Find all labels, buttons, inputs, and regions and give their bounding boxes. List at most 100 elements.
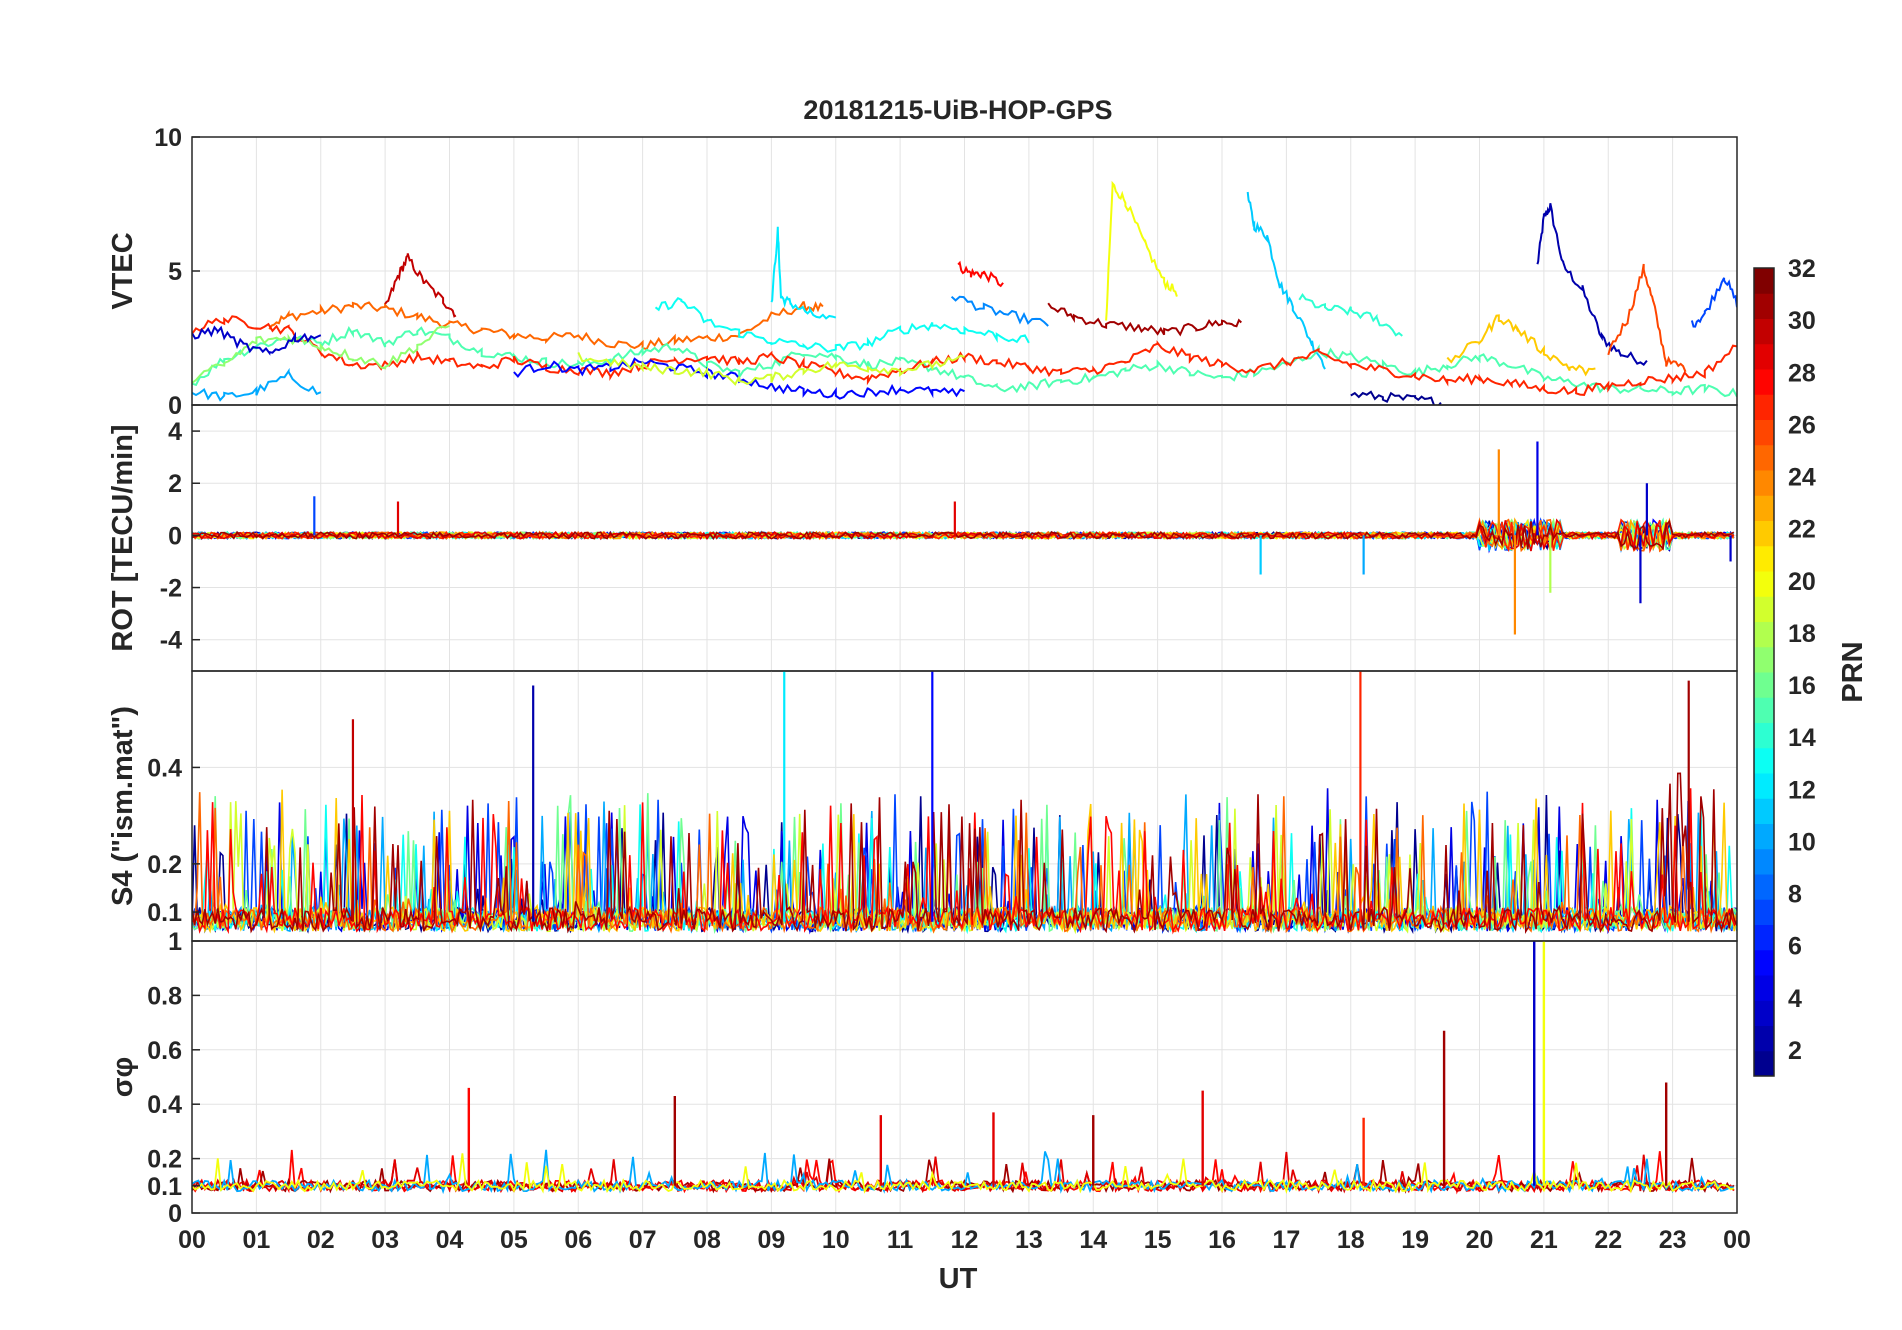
vtec-series-prn-17 bbox=[192, 325, 450, 384]
colorbar-tick-label: 30 bbox=[1788, 307, 1816, 335]
vtec-y-tick-label: 0 bbox=[168, 392, 182, 420]
sigma-series-prn-20 bbox=[192, 1153, 1735, 1195]
colorbar-segment bbox=[1754, 343, 1774, 370]
colorbar-segment bbox=[1754, 520, 1774, 547]
chart-title: 20181215-UiB-HOP-GPS bbox=[803, 95, 1112, 125]
rot-y-tick-label: -2 bbox=[160, 575, 182, 603]
vtec-series-prn-15 bbox=[192, 325, 1737, 398]
rot-series-prn-31 bbox=[192, 519, 1735, 551]
vtec-series-prn-26 bbox=[1607, 263, 1687, 373]
sigma_phi-plot-area bbox=[192, 941, 1735, 1195]
s4-plot-area bbox=[192, 671, 1737, 935]
colorbar-tick-label: 4 bbox=[1788, 985, 1802, 1013]
colorbar-frame bbox=[1753, 267, 1775, 1077]
s4-y-tick-label: 0.1 bbox=[147, 899, 182, 927]
colorbar-segment bbox=[1754, 1025, 1774, 1052]
s4-series-prn-25 bbox=[192, 792, 1737, 934]
colorbar-segment bbox=[1754, 747, 1774, 774]
sigma_phi-y-tick-label: 0.2 bbox=[147, 1146, 182, 1174]
colorbar-segment bbox=[1754, 571, 1774, 597]
colorbar-segment bbox=[1754, 444, 1774, 471]
panel-sigma_phi: 00.10.2 0.4 0.6 0.8 1 σφ bbox=[107, 928, 1738, 1228]
colorbar-tick-label: 26 bbox=[1788, 411, 1816, 439]
colorbar-segment bbox=[1754, 697, 1774, 723]
x-tick-label: 12 bbox=[951, 1226, 979, 1254]
colorbar-segment bbox=[1754, 646, 1774, 673]
colorbar-segment bbox=[1754, 470, 1774, 496]
sigma-series-prn-29 bbox=[192, 1151, 1735, 1195]
colorbar-segment bbox=[1754, 975, 1774, 1001]
vtec-series-prn-14 bbox=[1298, 293, 1403, 337]
x-tick-label: 00 bbox=[178, 1226, 206, 1254]
panel-rot: -4 -2 0 2 4 ROT [TECU/min] bbox=[107, 404, 1738, 672]
vtec-y-axis-label: VTEC bbox=[107, 232, 139, 309]
s4-y-tick-label: 0.2 bbox=[147, 851, 182, 879]
vtec-series-prn-10 bbox=[192, 367, 322, 402]
rot-y-tick-label: 0 bbox=[168, 522, 182, 550]
x-tick-label: 01 bbox=[242, 1226, 270, 1254]
vtec-series-prn-30 bbox=[384, 253, 457, 318]
colorbar-tick-label: 12 bbox=[1788, 776, 1816, 804]
x-tick-label: 15 bbox=[1144, 1226, 1172, 1254]
vtec-series-prn-13 bbox=[654, 296, 1030, 353]
x-tick-label: 20 bbox=[1466, 1226, 1494, 1254]
colorbar-segment bbox=[1754, 949, 1774, 976]
colorbar-segment bbox=[1754, 722, 1774, 749]
x-axis: 00 01 02 03 04 05 06 07 08 09 10 11 12 13 14 15 16 17 18 19… bbox=[178, 1226, 1751, 1254]
s4-y-tick-label: 0.4 bbox=[147, 754, 182, 782]
vtec-series-prn-2 bbox=[1536, 202, 1648, 366]
colorbar-segment bbox=[1754, 495, 1774, 521]
vtec-series-prn-1 bbox=[1350, 390, 1442, 405]
vtec-series-prn-3 bbox=[192, 325, 322, 356]
colorbar-segment bbox=[1754, 874, 1774, 900]
x-tick-label: 13 bbox=[1015, 1226, 1043, 1254]
x-tick-label: 18 bbox=[1337, 1226, 1365, 1254]
colorbar-segment bbox=[1754, 672, 1774, 698]
vtec-series-prn-22 bbox=[1446, 314, 1596, 377]
panel-s4: 0.1 0.2 0.4 S4 ("ism.mat") bbox=[107, 670, 1738, 942]
x-tick-label: 06 bbox=[564, 1226, 592, 1254]
x-tick-label: 08 bbox=[693, 1226, 721, 1254]
s4-series-prn-31 bbox=[192, 772, 1737, 934]
sigma_phi-y-tick-label: 0.6 bbox=[147, 1037, 182, 1065]
x-tick-label: 23 bbox=[1659, 1226, 1687, 1254]
sigma_phi-y-tick-label: 0.1 bbox=[147, 1173, 182, 1201]
colorbar-segment bbox=[1754, 318, 1774, 345]
vtec-series-prn-19 bbox=[577, 351, 965, 386]
vtec-series-prn-7 bbox=[1690, 277, 1737, 328]
rot-y-axis-label: ROT [TECU/min] bbox=[107, 424, 139, 651]
x-tick-label: 00 bbox=[1723, 1226, 1751, 1254]
rot-y-tick-label: 4 bbox=[168, 418, 182, 446]
x-tick-label: 11 bbox=[887, 1226, 914, 1254]
colorbar-tick-label: 20 bbox=[1788, 568, 1816, 596]
colorbar-segment bbox=[1754, 1000, 1774, 1026]
x-tick-label: 07 bbox=[629, 1226, 657, 1254]
x-tick-label: 10 bbox=[822, 1226, 850, 1254]
x-tick-label: 16 bbox=[1208, 1226, 1236, 1254]
vtec-series-prn-28 bbox=[957, 260, 1004, 288]
colorbar-tick-label: 10 bbox=[1788, 828, 1816, 856]
colorbar-segment bbox=[1754, 848, 1774, 875]
rot-y-tick-label: -4 bbox=[160, 627, 182, 655]
colorbar-segment bbox=[1754, 1050, 1774, 1077]
vtec-series-prn-12 bbox=[770, 226, 837, 320]
colorbar-segment bbox=[1754, 293, 1774, 319]
x-tick-label: 02 bbox=[307, 1226, 335, 1254]
rot-plot-area bbox=[192, 441, 1735, 635]
colorbar-segment bbox=[1754, 369, 1774, 395]
colorbar-segment bbox=[1754, 798, 1774, 824]
colorbar-segment bbox=[1754, 823, 1774, 850]
x-tick-label: 21 bbox=[1530, 1226, 1558, 1254]
sigma_phi-y-tick-label: 0 bbox=[168, 1200, 182, 1228]
vtec-plot-area bbox=[192, 180, 1737, 405]
colorbar-tick-label: 14 bbox=[1788, 724, 1816, 752]
colorbar-tick-label: 2 bbox=[1788, 1037, 1802, 1065]
colorbar-segment bbox=[1754, 545, 1774, 572]
colorbar-tick-label: 22 bbox=[1788, 516, 1816, 544]
vtec-y-tick-label: 10 bbox=[154, 124, 182, 152]
colorbar-tick-label: 32 bbox=[1788, 255, 1816, 283]
vtec-series-prn-25 bbox=[268, 301, 824, 351]
